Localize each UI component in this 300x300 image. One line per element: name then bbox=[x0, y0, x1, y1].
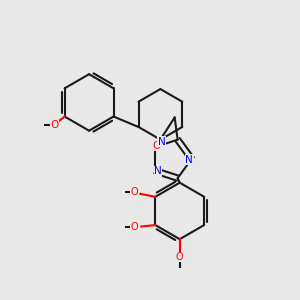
Text: O: O bbox=[131, 221, 138, 232]
Text: N: N bbox=[154, 167, 162, 176]
Text: N: N bbox=[158, 137, 166, 147]
Text: O: O bbox=[176, 252, 184, 262]
Text: O: O bbox=[131, 188, 138, 197]
Text: O: O bbox=[152, 141, 161, 151]
Text: N: N bbox=[185, 154, 193, 164]
Text: O: O bbox=[51, 121, 59, 130]
